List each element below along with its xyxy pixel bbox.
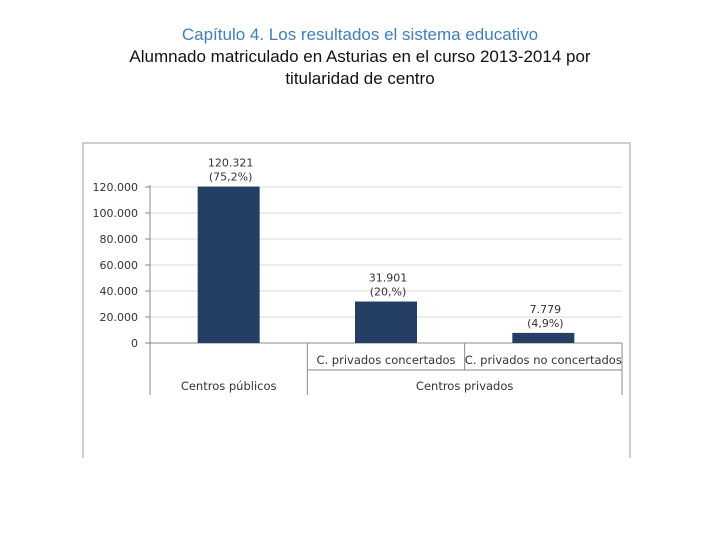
chart-frame [82, 142, 631, 458]
data-label-value: 7.779 [530, 303, 562, 316]
x-category-label: C. privados concertados [316, 353, 455, 367]
y-tick-label: 80.000 [100, 233, 139, 246]
y-tick-label: 40.000 [100, 285, 139, 298]
title-line-chapter: Capítulo 4. Los resultados el sistema ed… [181, 25, 539, 44]
bar-2 [355, 301, 417, 343]
y-tick-label: 20.000 [100, 311, 139, 324]
title-line-sub: titularidad de centro [285, 69, 435, 88]
chart-title: Capítulo 4. Los resultados el sistema ed… [0, 24, 720, 90]
y-tick-label: 120.000 [93, 181, 139, 194]
title-line-main: Alumnado matriculado en Asturias en el c… [129, 47, 591, 66]
bar-1 [197, 186, 260, 343]
y-tick-label: 0 [131, 337, 138, 350]
x-group-label: Centros públicos [181, 379, 277, 393]
y-tick-label: 100.000 [93, 207, 139, 220]
x-group-label: Centros privados [416, 379, 513, 393]
data-label-value: 120.321 [208, 157, 254, 170]
y-tick-label: 60.000 [100, 259, 139, 272]
data-label-percent: (75,2%) [209, 171, 253, 184]
x-category-label: C. privados no concertados [465, 353, 622, 367]
bar-3 [512, 332, 575, 343]
data-label-percent: (20,%) [370, 286, 407, 299]
data-label-value: 31.901 [369, 272, 408, 285]
data-label-percent: (4,9%) [527, 317, 564, 330]
